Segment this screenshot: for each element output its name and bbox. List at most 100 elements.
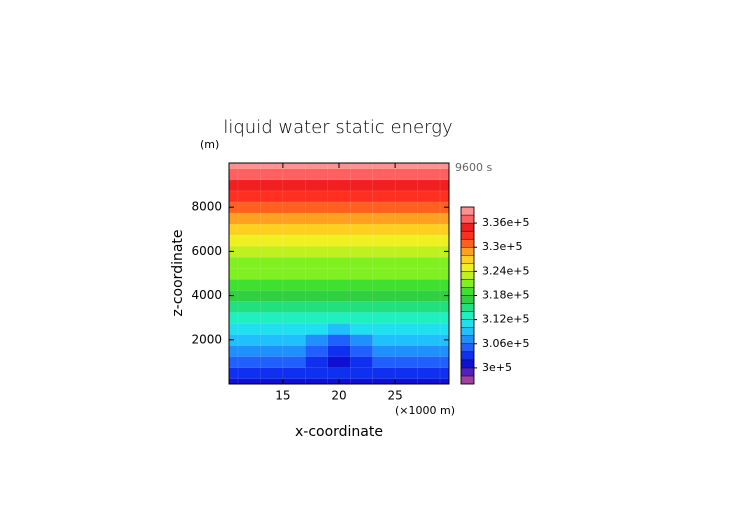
field-cell <box>282 278 306 291</box>
field-cell <box>349 334 374 346</box>
field-cell <box>237 212 261 225</box>
colorbar-swatch <box>460 206 475 216</box>
field-cell <box>349 168 374 181</box>
colorbar-tick-label: 3.18e+5 <box>482 289 529 302</box>
field-cell <box>417 322 441 335</box>
field-cell <box>439 256 449 269</box>
colorbar-swatch <box>460 367 475 377</box>
field-cell <box>349 278 374 291</box>
field-cell <box>305 245 329 258</box>
field-cell <box>417 256 441 269</box>
field-cell <box>260 212 284 225</box>
field-cell <box>305 367 329 380</box>
field-cell <box>372 201 396 214</box>
field-cell <box>229 300 239 313</box>
field-cell <box>372 322 396 335</box>
colorbar-swatch <box>460 351 475 361</box>
field-cell <box>237 311 261 324</box>
field-cell <box>229 345 239 357</box>
field-cell <box>417 190 441 203</box>
field-cell <box>260 223 284 236</box>
field-cell <box>327 201 351 214</box>
field-cell <box>327 223 351 236</box>
field-cell <box>260 356 284 368</box>
field-cell <box>282 179 306 192</box>
field-cell <box>349 212 374 225</box>
field-cell <box>394 356 419 368</box>
field-cell <box>372 256 396 269</box>
field-cell <box>394 179 419 192</box>
field-cell <box>282 311 306 324</box>
field-cell <box>417 179 441 192</box>
field-cell <box>305 179 329 192</box>
field-cell <box>282 190 306 203</box>
field-cell <box>260 289 284 302</box>
field-cell <box>372 356 396 368</box>
colorbar-swatch <box>460 359 475 369</box>
field-cell <box>237 256 261 269</box>
field-cell <box>439 179 449 192</box>
field-cell <box>349 356 374 368</box>
colorbar-swatch <box>460 303 475 312</box>
colorbar-tick-label: 3.12e+5 <box>482 313 529 326</box>
field-cell <box>349 367 374 380</box>
time-label: 9600 s <box>455 161 492 174</box>
field-cell <box>372 223 396 236</box>
x-unit: (×1000 m) <box>395 404 455 417</box>
field-cell <box>237 367 261 380</box>
field-cell <box>260 190 284 203</box>
field-cell <box>327 234 351 247</box>
field-cell <box>305 223 329 236</box>
colorbar-swatch <box>460 214 475 224</box>
field-cell <box>417 367 441 380</box>
field-cell <box>282 267 306 280</box>
field-cell <box>372 179 396 192</box>
field-cell <box>349 256 374 269</box>
field-cell <box>349 245 374 258</box>
field-cell <box>229 168 239 181</box>
y-tick-label: 4000 <box>191 288 222 302</box>
field-cell <box>327 278 351 291</box>
field-cell <box>394 367 419 380</box>
field-cell <box>282 212 306 225</box>
field-cell <box>282 289 306 302</box>
field-cell <box>372 234 396 247</box>
field-cell <box>394 234 419 247</box>
field-cell <box>439 300 449 313</box>
field-cell <box>417 345 441 357</box>
field-cell <box>282 201 306 214</box>
colorbar-swatch <box>460 295 475 304</box>
field-cell <box>372 300 396 313</box>
field-cell <box>439 168 449 181</box>
field-cell <box>417 356 441 368</box>
field-cell <box>229 223 239 236</box>
field-cell <box>260 201 284 214</box>
field-cell <box>305 356 329 368</box>
field-cell <box>282 322 306 335</box>
field-cell <box>305 311 329 324</box>
field-cell <box>439 190 449 203</box>
field-cell <box>305 168 329 181</box>
field-cell <box>305 289 329 302</box>
field-cell <box>349 345 374 357</box>
field-cell <box>260 311 284 324</box>
field-cell <box>349 267 374 280</box>
field-cell <box>394 168 419 181</box>
field-cell <box>439 278 449 291</box>
y-axis-label: z-coordinate <box>170 229 186 316</box>
field-cell <box>417 267 441 280</box>
field-cell <box>394 289 419 302</box>
field-cell <box>439 378 449 384</box>
field-cell <box>305 190 329 203</box>
colorbar-swatch <box>460 279 475 288</box>
field-cell <box>305 334 329 346</box>
field-cell <box>237 289 261 302</box>
field-cell <box>282 345 306 357</box>
field-cell <box>260 234 284 247</box>
field-cell <box>327 356 351 368</box>
field-cell <box>282 234 306 247</box>
field-cell <box>305 267 329 280</box>
field-cell <box>327 256 351 269</box>
field-cell <box>260 334 284 346</box>
field-cell <box>372 367 396 380</box>
